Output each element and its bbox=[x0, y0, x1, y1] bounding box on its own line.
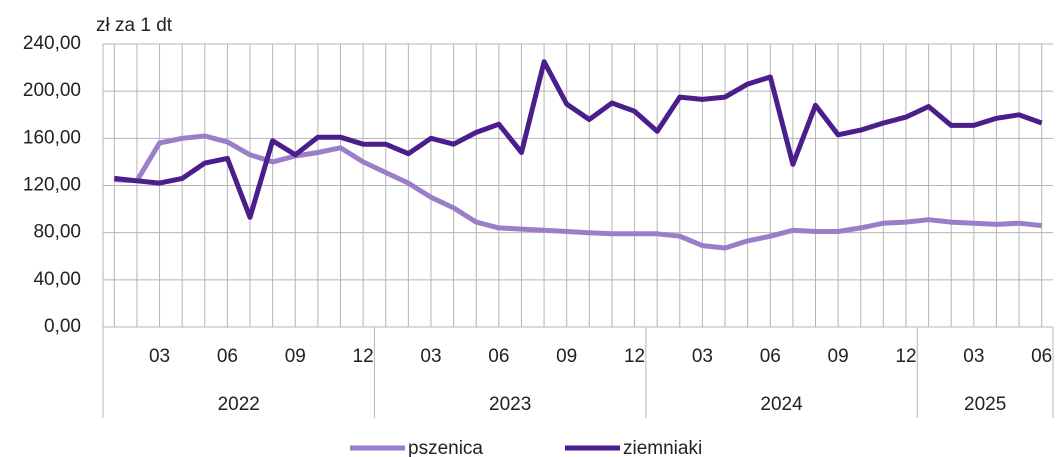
x-tick-label: 06 bbox=[217, 346, 238, 367]
x-tick-label: 06 bbox=[488, 346, 509, 367]
year-label: 2023 bbox=[489, 394, 531, 415]
y-tick-label: 160,00 bbox=[23, 127, 81, 148]
x-tick-label: 12 bbox=[624, 346, 645, 367]
x-tick-label: 09 bbox=[556, 346, 577, 367]
year-label: 2024 bbox=[760, 394, 803, 415]
y-tick-label: 40,00 bbox=[33, 269, 81, 290]
x-tick-label: 03 bbox=[149, 346, 170, 367]
y-tick-label: 0,00 bbox=[44, 316, 81, 337]
x-tick-label: 06 bbox=[760, 346, 781, 367]
x-tick-label: 06 bbox=[1031, 346, 1052, 367]
x-tick-label: 03 bbox=[692, 346, 713, 367]
year-label: 2022 bbox=[218, 394, 260, 415]
y-tick-label: 200,00 bbox=[23, 80, 81, 101]
legend-label: pszenica bbox=[408, 438, 483, 457]
x-tick-label: 09 bbox=[828, 346, 849, 367]
y-tick-label: 120,00 bbox=[23, 175, 81, 196]
x-tick-label: 12 bbox=[895, 346, 916, 367]
year-label: 2025 bbox=[964, 394, 1006, 415]
series-line bbox=[114, 59, 1043, 220]
x-tick-label: 09 bbox=[285, 346, 306, 367]
x-tick-label: 12 bbox=[353, 346, 374, 367]
series-line bbox=[114, 133, 1042, 251]
x-tick-label: 03 bbox=[963, 346, 984, 367]
y-axis-label: zł za 1 dt bbox=[96, 15, 173, 36]
y-tick-label: 240,00 bbox=[23, 33, 81, 54]
y-tick-label: 80,00 bbox=[33, 222, 81, 243]
legend-label: ziemniaki bbox=[623, 438, 702, 457]
x-tick-label: 03 bbox=[420, 346, 441, 367]
